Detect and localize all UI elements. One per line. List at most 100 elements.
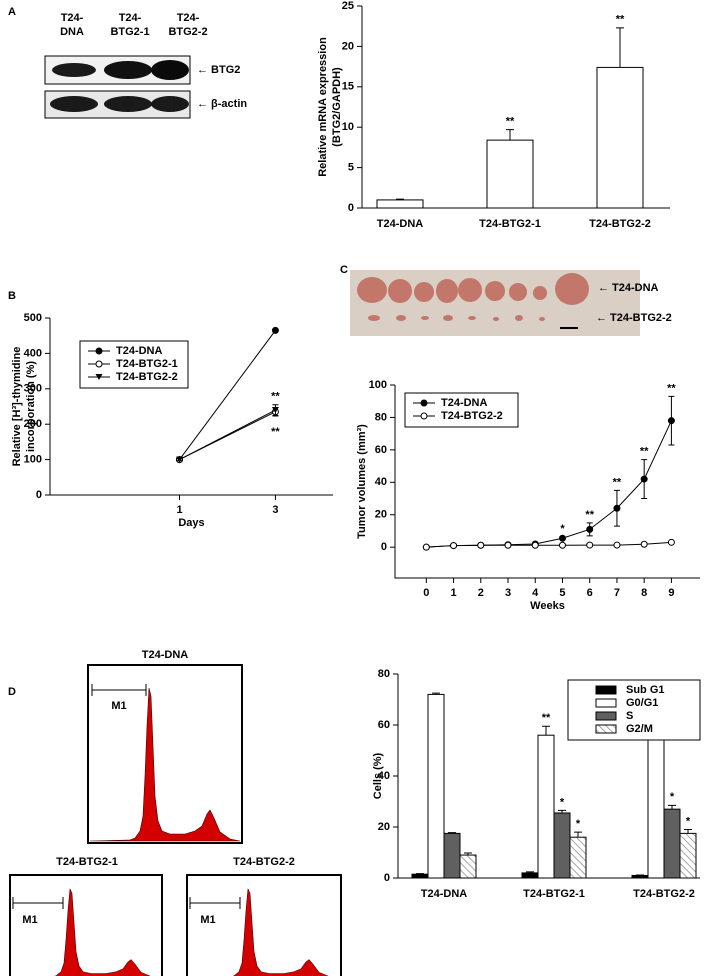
marker <box>586 541 594 549</box>
x-tick-label: 0 <box>423 587 429 599</box>
legend-label: T24-BTG2-2 <box>116 371 178 383</box>
x-tick-label: 4 <box>532 587 539 599</box>
series-line <box>179 409 276 461</box>
x-tick-label: 6 <box>587 587 593 599</box>
y-tick-label: 0 <box>348 202 354 214</box>
y-tick-label: 60 <box>378 719 390 731</box>
bar <box>679 832 697 879</box>
lane-label: T24- <box>177 12 200 24</box>
y-tick-label: 20 <box>378 821 390 833</box>
bar <box>631 874 649 879</box>
marker <box>613 504 621 512</box>
annotation: * <box>560 796 565 808</box>
y-tick-label: 100 <box>369 379 387 391</box>
y-tick-label: 400 <box>24 347 42 359</box>
error-bar <box>668 804 676 810</box>
band-label: ← β-actin <box>197 98 247 110</box>
y-tick-label: 5 <box>348 162 354 174</box>
x-tick-label: T24-BTG2-2 <box>633 888 695 900</box>
flow-histogram <box>9 874 163 976</box>
marker <box>95 374 103 380</box>
x-tick-label: 7 <box>614 587 620 599</box>
x-tick-label: 5 <box>559 587 565 599</box>
x-axis-label: Days <box>178 517 204 529</box>
y-tick-label: 200 <box>24 418 42 430</box>
gate-label: M1 <box>22 914 37 926</box>
lane-label: DNA <box>60 26 84 38</box>
marker <box>420 399 428 407</box>
y-tick-label: 0 <box>384 872 390 884</box>
y-tick-label: 20 <box>342 40 354 52</box>
bar <box>553 812 571 879</box>
y-tick-label: 0 <box>36 489 42 501</box>
bar <box>411 873 429 879</box>
marker <box>422 543 430 551</box>
annotation: * <box>560 523 565 535</box>
legend-swatch <box>595 711 617 721</box>
panel-label: B <box>8 290 16 302</box>
legend-label: T24-DNA <box>116 345 163 357</box>
y-axis-label: Tumor volumes (mm³) <box>356 424 368 539</box>
x-tick-label: T24-BTG2-2 <box>589 218 651 230</box>
bar <box>486 139 534 209</box>
legend-label: G0/G1 <box>626 697 658 709</box>
panel-label: D <box>8 686 16 698</box>
marker <box>531 541 539 549</box>
y-tick-label: 15 <box>342 81 354 93</box>
marker <box>271 326 279 334</box>
x-tick-label: 8 <box>641 587 647 599</box>
x-tick-label: T24-DNA <box>377 218 424 230</box>
lane-label: T24- <box>119 12 142 24</box>
error-bar <box>448 832 456 834</box>
bar <box>521 872 539 879</box>
histogram-title: T24-BTG2-1 <box>56 856 118 868</box>
y-axis-label: Cells (%) <box>372 752 384 799</box>
bar <box>596 66 644 209</box>
bar <box>459 854 477 879</box>
marker <box>271 407 279 414</box>
flow-histogram <box>87 664 243 844</box>
error-bar <box>506 129 514 141</box>
error-bar <box>396 198 404 200</box>
bar <box>443 832 461 879</box>
y-axis-label: Relative [H³]-thymidine <box>11 347 23 467</box>
series-line <box>179 330 276 460</box>
legend-swatch <box>595 724 617 734</box>
legend-box <box>567 679 701 741</box>
annotation: * <box>670 791 675 803</box>
annotation: ** <box>542 712 551 724</box>
lane-label: BTG2-2 <box>168 26 207 38</box>
marker <box>640 475 648 483</box>
marker <box>420 412 428 420</box>
bar <box>376 199 424 209</box>
legend-label: Sub G1 <box>626 684 665 696</box>
histogram-title: T24-DNA <box>142 649 189 661</box>
bar <box>427 693 445 879</box>
x-tick-label: T24-DNA <box>421 888 468 900</box>
bar <box>647 737 665 879</box>
legend-label: S <box>626 710 633 722</box>
x-tick-label: 1 <box>176 504 182 516</box>
error-bar <box>574 831 582 838</box>
marker <box>477 541 485 549</box>
panel-label: C <box>340 264 348 276</box>
error-bar <box>526 871 534 873</box>
y-tick-label: 25 <box>342 0 354 12</box>
annotation: ** <box>585 509 594 521</box>
annotation: ** <box>506 116 515 128</box>
marker <box>667 417 675 425</box>
photo-label: ← T24-DNA <box>598 282 659 294</box>
histogram-title: T24-BTG2-2 <box>233 856 295 868</box>
legend-label: T24-BTG2-1 <box>116 358 178 370</box>
series-line <box>426 420 672 548</box>
y-tick-label: 60 <box>375 444 387 456</box>
legend-label: T24-BTG2-2 <box>441 410 503 422</box>
legend-swatch <box>595 698 617 708</box>
y-tick-label: 0 <box>381 541 387 553</box>
annotation: ** <box>616 14 625 26</box>
x-tick-label: 9 <box>668 587 674 599</box>
x-tick-label: T24-BTG2-1 <box>523 888 585 900</box>
annotation: ** <box>271 426 280 438</box>
marker <box>640 540 648 548</box>
